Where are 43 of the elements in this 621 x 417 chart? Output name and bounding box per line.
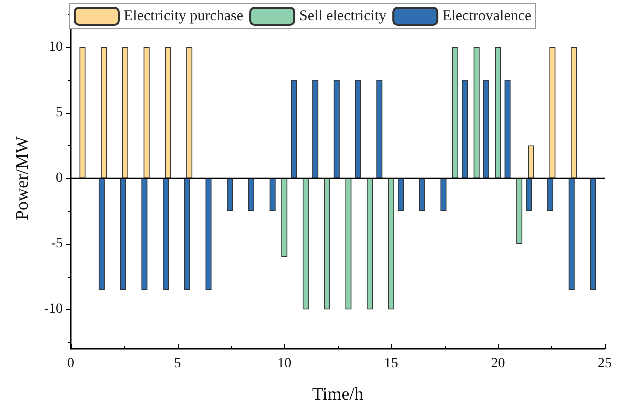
x-axis-title: Time/h <box>312 384 364 404</box>
bar <box>504 80 511 178</box>
x-tick-label: 25 <box>598 356 612 372</box>
legend-label: Sell electricity <box>300 8 388 24</box>
bar <box>206 178 212 290</box>
bar <box>440 178 447 212</box>
bar <box>474 47 480 178</box>
y-tick-label: -10 <box>44 302 63 318</box>
bar <box>495 47 502 178</box>
bar <box>367 178 374 310</box>
bar <box>483 80 490 178</box>
bar <box>282 178 288 258</box>
bar <box>312 80 319 178</box>
bar <box>516 178 523 244</box>
bar <box>80 47 86 178</box>
bar <box>355 80 362 178</box>
x-tick-label: 5 <box>174 356 182 372</box>
x-tick-label: 10 <box>278 356 292 372</box>
y-tick-label: 0 <box>56 171 63 186</box>
y-tick-label: -5 <box>51 236 63 252</box>
x-tick-label: 0 <box>68 356 74 372</box>
legend-label: Electrovalence <box>442 8 532 24</box>
y-axis-title: Power/MW <box>12 136 32 220</box>
bar <box>291 80 298 178</box>
y-tick-label: 5 <box>56 105 63 120</box>
bar <box>388 178 394 310</box>
bar <box>398 178 404 212</box>
bar <box>376 80 383 178</box>
x-tick-label: 15 <box>384 356 398 372</box>
legend-label: Electricity purchase <box>124 8 244 24</box>
bar <box>248 178 254 212</box>
bar <box>462 80 468 178</box>
bar <box>270 178 276 212</box>
bar <box>419 178 426 212</box>
bar <box>334 80 340 178</box>
bar <box>452 47 458 178</box>
y-tick-label: 10 <box>49 40 63 55</box>
bar <box>302 178 309 310</box>
bar <box>324 178 330 310</box>
bar <box>590 178 596 290</box>
bar <box>227 178 234 212</box>
bar <box>346 178 352 310</box>
x-tick-label: 20 <box>491 356 506 372</box>
